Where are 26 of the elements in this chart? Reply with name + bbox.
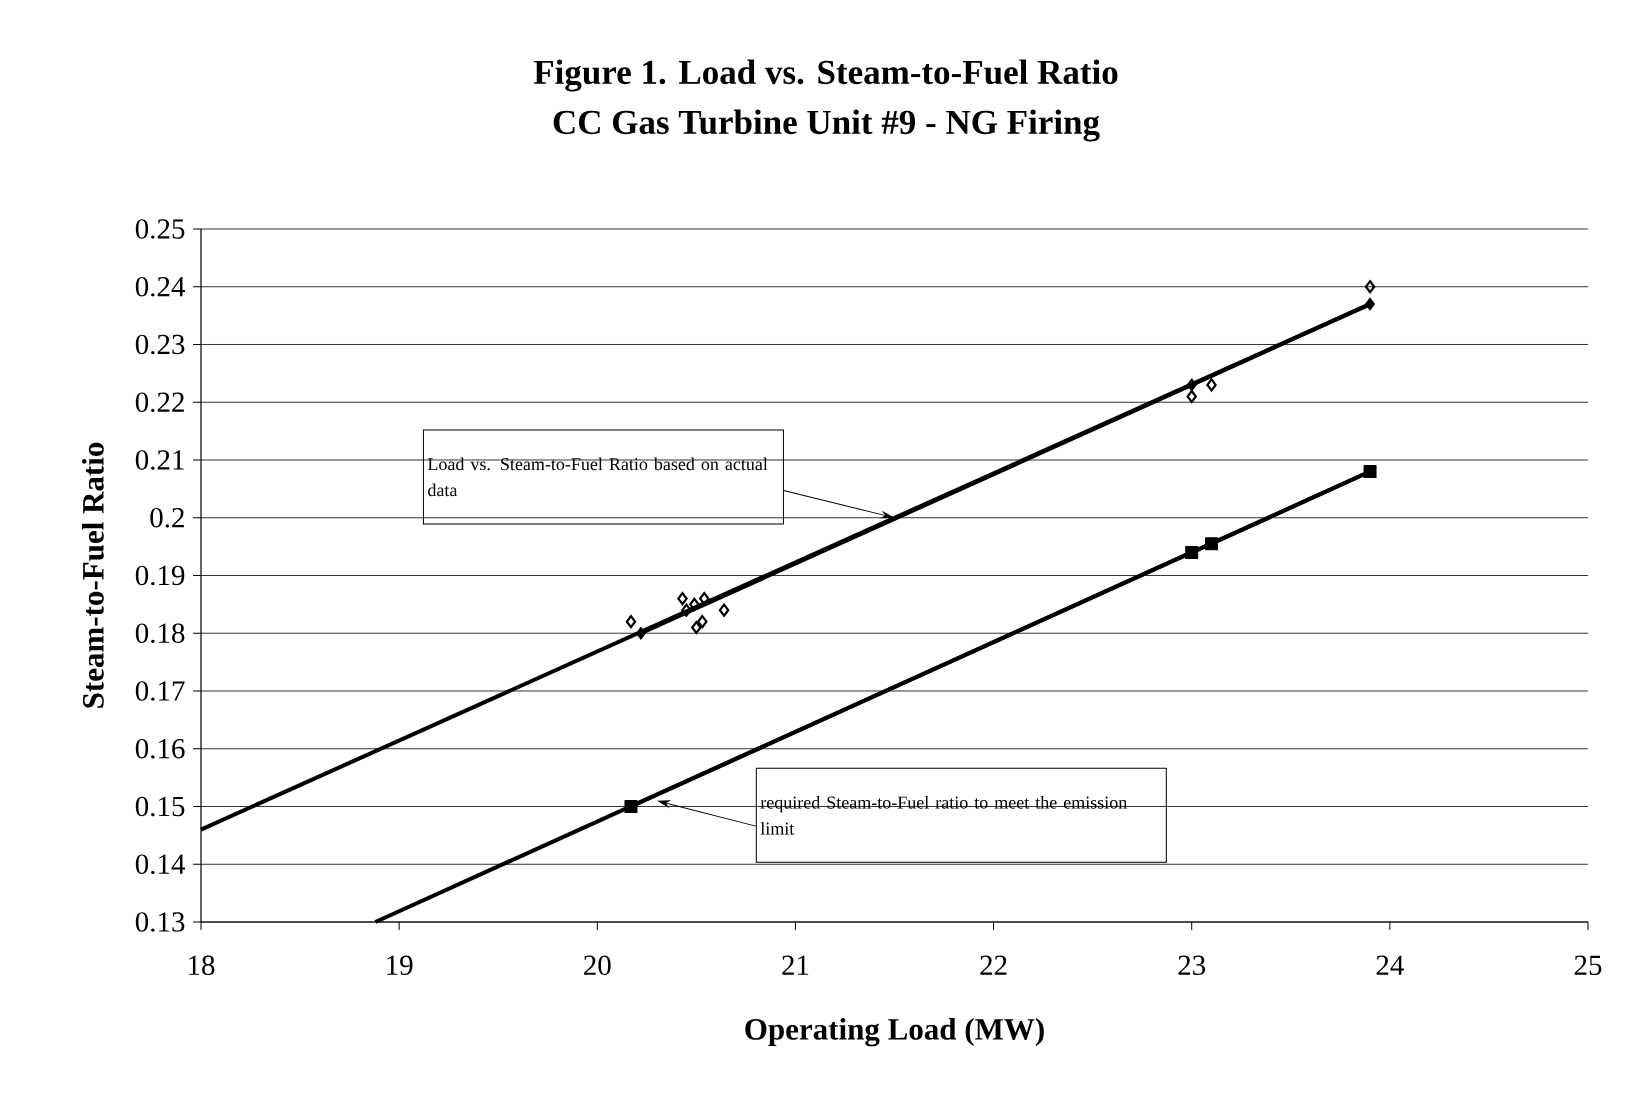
x-tick-label: 21 [782,955,809,975]
x-tick-label: 22 [980,955,1007,975]
y-tick-label: 0.17 [135,681,185,701]
y-tick-label: 0.19 [135,565,185,586]
y-tick-label: 0.21 [135,450,184,470]
y-tick-label: 0.23 [135,334,185,355]
y-tick-label: 0.22 [135,392,184,413]
x-tick-label: 20 [584,955,611,976]
x-tick-label: 19 [387,955,413,976]
y-tick-label: 0.14 [135,854,186,875]
y-tick-label: 0.25 [135,219,185,239]
chart-title: Figure 1. Load vs. Steam-to-Fuel Ratio [533,59,1118,92]
y-tick-label: 0.16 [135,738,185,759]
x-axis-title: Operating Load (MW) [745,1017,1044,1047]
annotation: Load vs. Steam-to-Fuel Ratio based on actual data [427,457,768,497]
x-tick-label: 25 [1574,955,1602,976]
chart-subtitle: CC Gas Turbine Unit #9 - NG Firing [553,109,1100,142]
y-axis-title: Steam-to-Fuel Ratio [81,442,104,708]
y-tick-label: 0.24 [135,276,186,297]
y-tick-label: 0.13 [135,912,185,932]
y-tick-label: 0.15 [135,796,185,817]
x-tick-label: 18 [189,955,215,976]
x-tick-label: 23 [1178,955,1206,976]
y-tick-label: 0.18 [135,623,185,644]
x-tick-label: 24 [1376,955,1404,975]
y-tick-label: 0.2 [150,507,184,528]
